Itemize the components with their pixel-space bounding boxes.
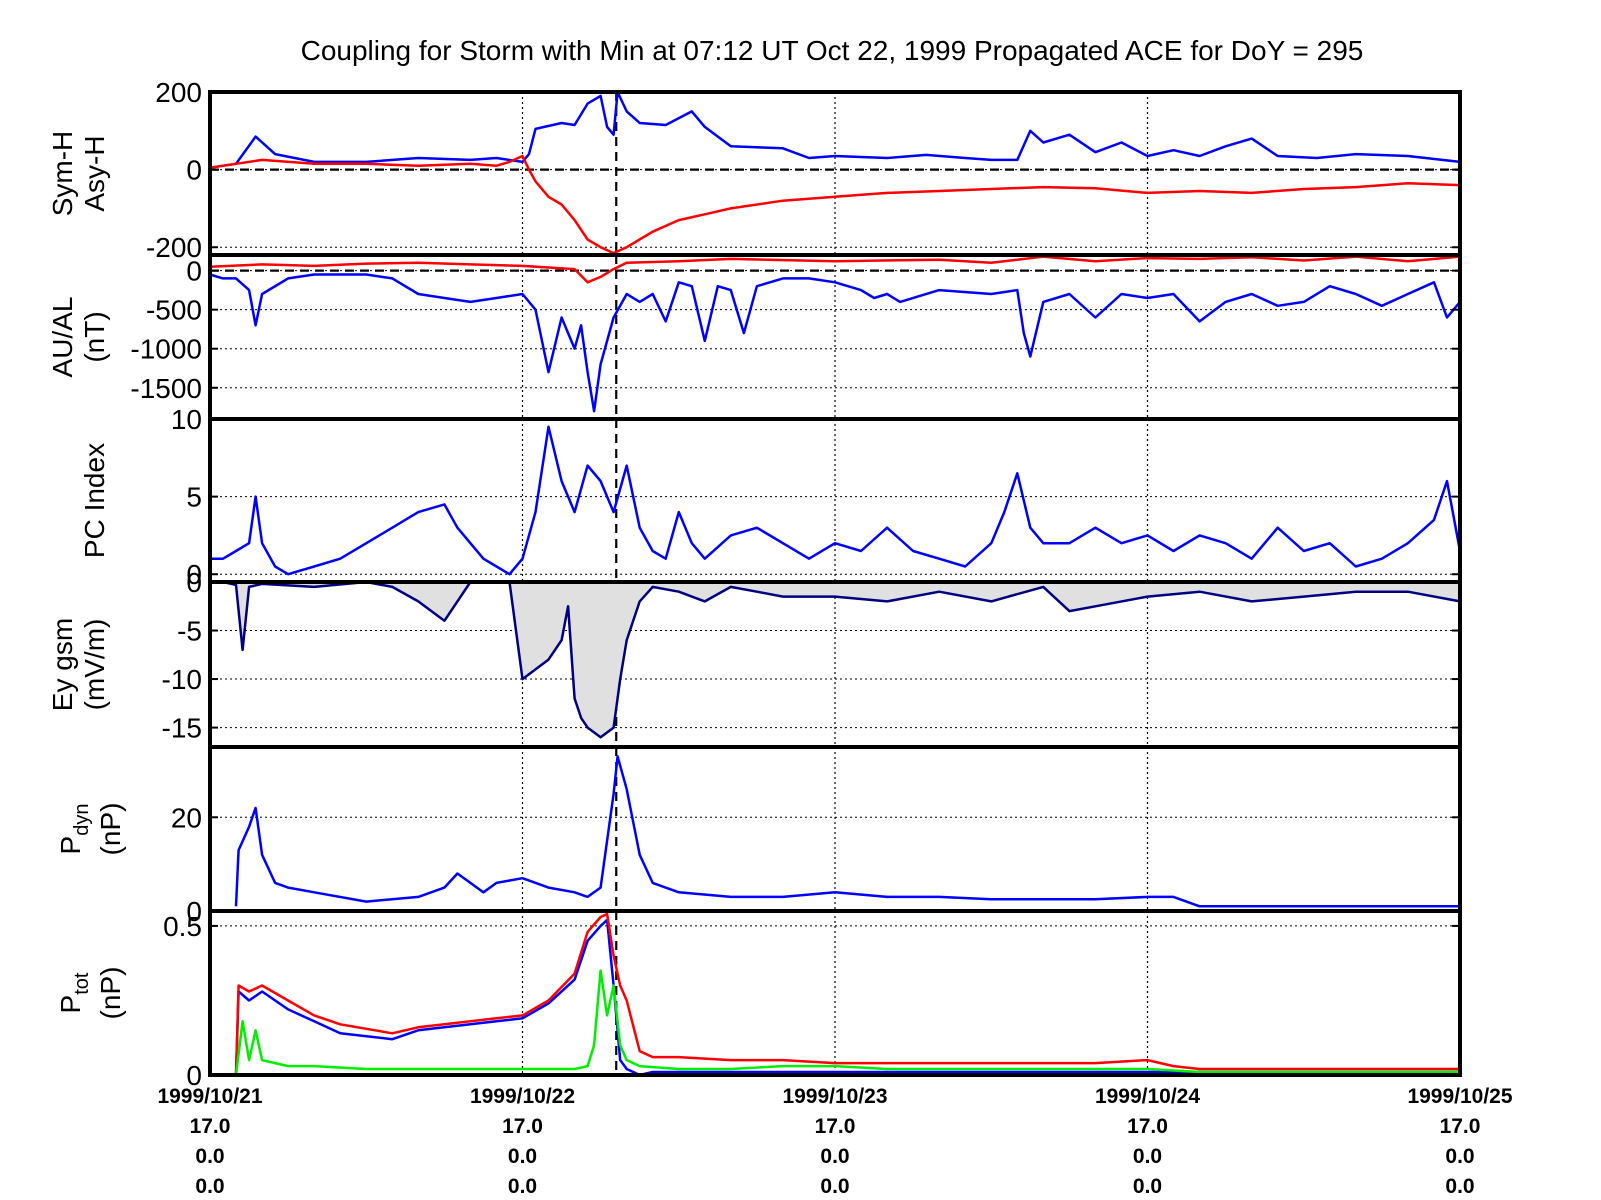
y-tick-label: 0 — [186, 256, 202, 287]
y-tick-label: -15 — [162, 713, 202, 744]
panel-frame — [208, 909, 1462, 1077]
y-axis-label: (nT) — [79, 311, 110, 362]
series-line-aual-red — [209, 255, 1461, 284]
x-tick-sub: 0.0 — [195, 1175, 224, 1198]
series-area-ey — [210, 582, 1460, 738]
y-tick-label: 0 — [186, 559, 202, 590]
series-line-pdyn-blue — [234, 755, 1460, 908]
x-tick-date: 1999/10/21 — [157, 1085, 262, 1108]
x-tick-date: 1999/10/23 — [782, 1085, 887, 1108]
y-tick-label: -5 — [177, 616, 202, 647]
panel-aual: 0 -500 -1000 -1500 AU/AL (nT) — [47, 253, 1462, 421]
y-tick-label: 200 — [155, 77, 202, 108]
y-tick-label: -1000 — [130, 334, 202, 365]
x-tick-sub: 17.0 — [1440, 1115, 1481, 1138]
x-tick-sub: 0.0 — [1133, 1145, 1162, 1168]
y-axis-unit: (nP) — [95, 967, 126, 1020]
y-tick-label: -200 — [146, 232, 202, 263]
y-tick-label: -10 — [162, 664, 202, 695]
x-tick-sub: 0.0 — [508, 1175, 537, 1198]
y-tick-label: 0 — [186, 567, 202, 598]
x-tick-sub: 0.0 — [508, 1145, 537, 1168]
x-tick-sub: 17.0 — [1127, 1115, 1168, 1138]
series-line-aual-blue — [209, 273, 1461, 413]
y-tick-label: 0 — [186, 155, 202, 186]
panel-pc: 10 5 0 PC Index — [79, 404, 1462, 590]
series-line-symh-blue — [209, 90, 1461, 169]
panel-ey: 0 -5 -10 -15 Ey gsm (mV/m) — [47, 567, 1462, 749]
figure-title: Coupling for Storm with Min at 07:12 UT … — [301, 35, 1364, 66]
y-axis-label: Ey gsm — [47, 618, 78, 711]
panel-symh: 200 0 -200 Sym-H Asy-H — [47, 77, 1462, 263]
y-axis-label: AU/AL — [47, 297, 78, 378]
x-tick-date: 1999/10/24 — [1095, 1085, 1200, 1108]
series-line-pc-blue — [210, 425, 1462, 576]
series-line-ptot-blue — [234, 918, 1460, 1077]
y-axis-label: Ptot — [55, 972, 93, 1013]
y-axis-label: Pdyn — [55, 804, 93, 855]
y-tick-label: 5 — [186, 482, 202, 513]
y-tick-label: -500 — [146, 295, 202, 326]
x-tick-sub: 0.0 — [1445, 1145, 1474, 1168]
x-tick-date: 1999/10/22 — [470, 1085, 575, 1108]
y-tick-label: -1500 — [130, 373, 202, 404]
x-tick-sub: 0.0 — [1445, 1175, 1474, 1198]
panel-ptot: 0.5 0 Ptot (nP) — [55, 909, 1462, 1091]
y-axis-unit: (nP) — [95, 803, 126, 856]
x-tick-sub: 17.0 — [502, 1115, 543, 1138]
series-line-ey-navy — [210, 580, 1461, 739]
y-tick-label: 10 — [171, 404, 202, 435]
y-axis-label: Sym-H — [47, 131, 78, 217]
x-tick-sub: 0.0 — [820, 1145, 849, 1168]
y-tick-label: 0 — [186, 1060, 202, 1091]
x-tick-sub: 17.0 — [815, 1115, 856, 1138]
y-axis-label: Asy-H — [79, 135, 110, 211]
x-axis: 1999/10/21 17.0 0.0 0.0 1999/10/22 17.0 0.0 0.0… — [157, 1085, 1512, 1198]
x-tick-sub: 17.0 — [190, 1115, 231, 1138]
x-tick-sub: 0.0 — [1133, 1175, 1162, 1198]
series-line-ptot-red — [234, 912, 1460, 1076]
x-tick-sub: 0.0 — [820, 1175, 849, 1198]
x-tick-date: 1999/10/25 — [1407, 1085, 1512, 1108]
y-tick-label: 0 — [186, 896, 202, 927]
y-axis-label: PC Index — [79, 443, 110, 558]
series-line-ptot-green — [234, 969, 1460, 1076]
x-tick-sub: 0.0 — [195, 1145, 224, 1168]
y-axis-label: (mV/m) — [79, 619, 110, 711]
y-tick-label: 0.5 — [163, 911, 202, 942]
series-line-symh-red — [209, 154, 1461, 255]
panel-pdyn: 20 0 Pdyn (nP) — [55, 745, 1462, 927]
y-tick-label: 20 — [171, 802, 202, 833]
